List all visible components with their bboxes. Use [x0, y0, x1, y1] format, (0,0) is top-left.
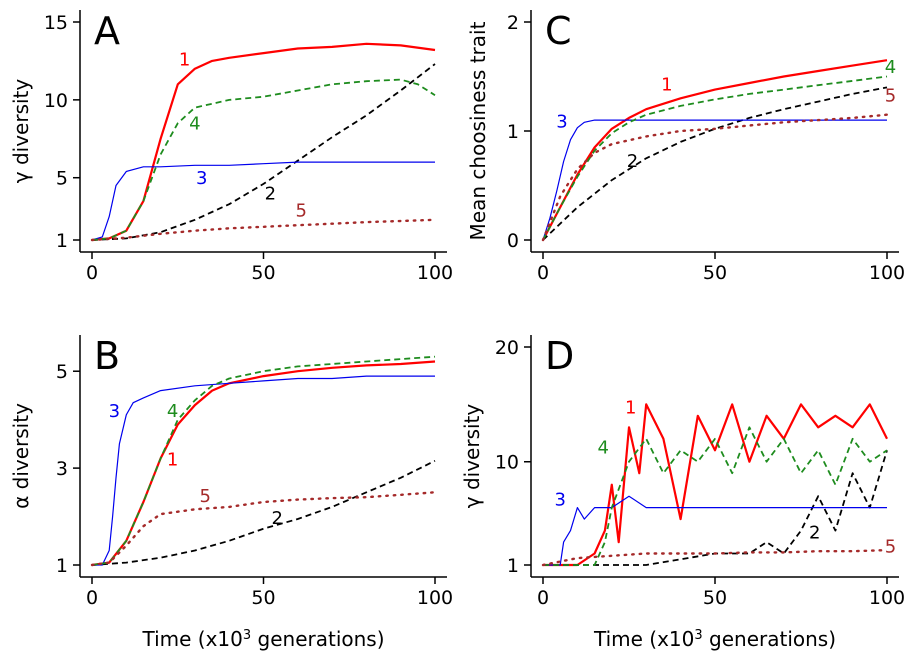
series-5-line [541, 113, 889, 242]
series-label-5: 5 [885, 86, 896, 107]
x-tick-label: 0 [537, 587, 549, 609]
series-label-2: 2 [265, 184, 276, 205]
series-label-4: 4 [189, 113, 200, 134]
x-tick-label: 50 [703, 587, 727, 609]
x-tick-label: 100 [869, 262, 905, 284]
series-5-line [541, 548, 889, 567]
series-2-line [543, 450, 888, 566]
x-tick-label: 50 [251, 587, 275, 609]
series-label-4: 4 [597, 438, 608, 459]
y-tick-label: 1 [507, 555, 519, 577]
y-tick-label: 0 [507, 230, 519, 252]
series-3-line [92, 375, 435, 566]
series-label-1: 1 [167, 450, 178, 471]
series-4-line [91, 355, 436, 566]
series-4-line [543, 426, 888, 566]
series-1-line [91, 360, 436, 567]
x-tick-label: 0 [537, 262, 549, 284]
series-label-4: 4 [885, 57, 896, 78]
x-axis-title: Time (x103 generations) [141, 627, 384, 651]
series-label-4: 4 [167, 401, 178, 422]
x-tick-label: 0 [86, 262, 98, 284]
x-tick-label: 100 [417, 587, 453, 609]
x-tick-label: 50 [251, 262, 275, 284]
series-1-line [543, 403, 888, 567]
series-3-line [542, 119, 887, 241]
panel-letter: B [94, 334, 120, 378]
series-label-3: 3 [196, 168, 207, 189]
series-3-line [91, 161, 435, 241]
x-tick-label: 100 [869, 587, 905, 609]
series-5-line [90, 491, 437, 567]
series-label-1: 1 [625, 398, 636, 419]
y-tick-label: 2 [507, 12, 519, 34]
x-axis-title: Time (x103 generations) [593, 627, 836, 651]
x-tick-label: 0 [86, 587, 98, 609]
y-axis-title: Mean choosiness trait [466, 21, 490, 240]
series-1-line [91, 42, 436, 242]
series-label-5: 5 [199, 486, 210, 507]
series-label-2: 2 [809, 523, 820, 544]
series-label-3: 3 [109, 401, 120, 422]
y-tick-label: 3 [56, 458, 68, 480]
series-label-2: 2 [271, 508, 282, 529]
y-tick-label: 20 [495, 337, 519, 359]
y-tick-label: 10 [495, 452, 519, 474]
series-2-line [542, 86, 888, 241]
series-2-line [91, 459, 436, 566]
panel-C: 0 50 100 0 1 2 Mean choosiness trait 1 3 2 4 5 C [466, 9, 905, 284]
y-axis-title: α diversity [9, 403, 33, 509]
series-label-1: 1 [179, 50, 190, 71]
series-4-line [91, 78, 436, 241]
panel-letter: A [94, 9, 120, 53]
series-label-2: 2 [627, 151, 638, 172]
y-axis-title: γ diversity [9, 79, 33, 184]
y-tick-label: 5 [56, 361, 68, 383]
x-tick-label: 50 [703, 262, 727, 284]
series-label-3: 3 [556, 112, 567, 133]
y-tick-label: 10 [44, 90, 68, 112]
y-tick-label: 5 [56, 168, 68, 190]
series-4-line [542, 75, 888, 241]
series-label-3: 3 [554, 489, 565, 510]
series-label-5: 5 [885, 536, 896, 557]
x-tick-label: 100 [417, 262, 453, 284]
y-tick-label: 1 [507, 121, 519, 143]
y-tick-label: 1 [56, 230, 68, 252]
series-label-5: 5 [296, 201, 307, 222]
series-2-line [91, 63, 436, 241]
series-5-line [90, 218, 437, 242]
series-3-line [543, 495, 887, 566]
y-axis-title: γ diversity [460, 404, 484, 509]
panel-letter: D [545, 334, 574, 378]
y-tick-label: 15 [44, 12, 68, 34]
series-1-line [542, 59, 888, 241]
series-label-1: 1 [661, 75, 672, 96]
y-tick-label: 1 [56, 555, 68, 577]
panel-letter: C [545, 9, 572, 53]
